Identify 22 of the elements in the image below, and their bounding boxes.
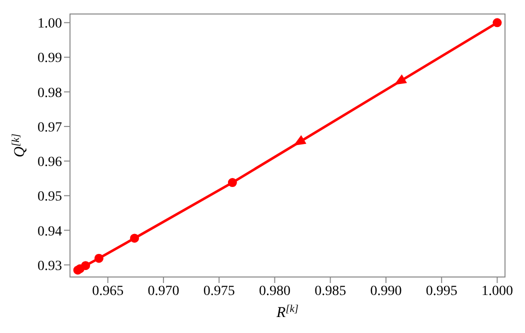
y-tick-label: 0.99	[38, 51, 62, 66]
y-tick-label: 0.94	[38, 224, 62, 240]
y-tick-label: 0.95	[38, 190, 62, 205]
x-tick-label: 0.965	[92, 284, 124, 299]
point	[130, 234, 140, 243]
x-tick-label: 0.990	[370, 284, 402, 299]
point	[492, 18, 502, 28]
x-tick-label: 0.995	[426, 284, 458, 299]
y-tick-label: 0.93	[38, 258, 62, 274]
x-tick-label: 0.975	[203, 284, 235, 299]
y-tick-label: 1.00	[38, 16, 62, 32]
point	[73, 266, 82, 275]
x-tick-label: 0.970	[148, 284, 180, 299]
y-tick-label: 0.97	[38, 120, 62, 136]
x-tick-label: 0.985	[314, 284, 346, 299]
point	[228, 178, 237, 188]
x-axis-title: R$^{[k]}$	[275, 304, 299, 321]
y-tick-label: 0.96	[38, 155, 62, 170]
x-tick-label: 1.000	[481, 284, 513, 299]
x-tick-label: 0.980	[258, 284, 290, 299]
y-tick-label: 0.98	[38, 86, 62, 101]
point	[94, 254, 104, 263]
